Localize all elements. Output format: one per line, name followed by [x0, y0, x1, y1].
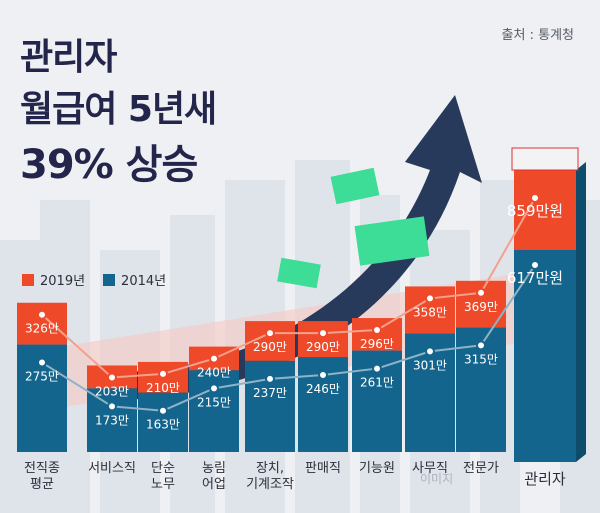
point-2019-5 — [318, 328, 328, 339]
series-line-2019 — [41, 197, 536, 379]
tick-label-4-0: 장치, — [256, 461, 284, 476]
data-label-2014-1: 173만 — [95, 413, 129, 427]
point-2014-9 — [530, 260, 540, 270]
bar-2019-0 — [17, 302, 67, 345]
point-2014-5 — [318, 370, 328, 381]
data-label-2019-2: 210만 — [146, 381, 180, 395]
point-2019-0 — [37, 309, 47, 320]
point-2014-1 — [107, 401, 117, 412]
data-label-2014-6: 261만 — [360, 376, 394, 390]
data-label-2019-0: 326만 — [25, 322, 59, 336]
tick-label-0-0: 전직종 — [24, 461, 60, 476]
data-label-2014-9: 617만원 — [507, 269, 563, 287]
data-label-2014-3: 215만 — [197, 395, 231, 409]
watermark: 이미지 — [420, 472, 454, 486]
point-2019-1 — [107, 372, 117, 383]
bar-2014-9 — [514, 250, 576, 462]
data-label-2019-9: 859만원 — [507, 202, 563, 220]
point-2019-4 — [265, 328, 275, 339]
legend-label-2014: 2014년 — [121, 274, 167, 289]
data-label-2014-7: 301만 — [413, 358, 447, 372]
tick-label-1-0: 서비스직 — [88, 461, 136, 476]
legend-label-2019: 2019년 — [40, 274, 86, 289]
data-label-2019-4: 290만 — [253, 340, 287, 354]
tick-label-8-0: 전문가 — [463, 461, 499, 476]
bar-2019-5 — [298, 321, 348, 358]
data-label-2019-6: 296만 — [360, 337, 394, 351]
data-label-2019-7: 358만 — [413, 305, 447, 319]
point-2019-7 — [425, 293, 435, 304]
series-line-2014 — [41, 264, 536, 412]
point-2019-9 — [530, 193, 540, 203]
point-2019-3 — [209, 353, 219, 364]
legend-swatch-2019 — [22, 273, 34, 286]
data-label-2019-3: 240만 — [197, 366, 231, 380]
tick-label-9-0: 관리자 — [524, 470, 566, 488]
data-label-2019-8: 369만 — [464, 300, 498, 314]
tick-label-6-0: 기능원 — [359, 461, 395, 476]
point-2019-8 — [476, 287, 486, 298]
data-label-2014-0: 275만 — [25, 370, 59, 384]
data-label-2014-5: 246만 — [306, 382, 340, 396]
money-bill-icon — [277, 167, 430, 289]
data-label-2019-1: 203만 — [95, 384, 129, 398]
tick-label-3-0: 농림 — [202, 461, 226, 476]
cash-stack-icon — [511, 147, 579, 171]
legend-swatch-2014 — [103, 273, 116, 286]
point-2014-0 — [37, 357, 47, 368]
tick-label-5-0: 판매직 — [305, 461, 341, 476]
point-2014-2 — [158, 405, 168, 416]
bar-2014-3 — [189, 370, 239, 452]
tick-label-2-0: 단순 — [151, 461, 175, 476]
bar-2014-1 — [87, 388, 137, 452]
point-2014-4 — [265, 373, 275, 384]
tick-label-3-1: 어업 — [202, 477, 226, 492]
legend-item-2014: 2014년 — [103, 270, 166, 289]
tick-label-7-0: 사무직 — [412, 461, 448, 476]
data-label-2019-5: 290만 — [306, 340, 340, 354]
legend: 2019년 2014년 — [22, 270, 166, 289]
point-2014-3 — [209, 383, 219, 394]
point-2014-8 — [476, 340, 486, 351]
tick-label-2-1: 노무 — [151, 477, 175, 492]
point-2019-2 — [158, 368, 168, 379]
bar-2019-9 — [514, 170, 576, 250]
point-2014-7 — [425, 346, 435, 357]
source-note: 출처 : 통계청 — [501, 28, 574, 43]
title-line-2: 월급여 5년새 — [20, 89, 217, 130]
legend-item-2019: 2019년 — [22, 270, 85, 289]
data-label-2014-2: 163만 — [146, 418, 180, 432]
data-label-2014-4: 237만 — [253, 386, 287, 400]
point-2014-6 — [372, 363, 382, 374]
tick-label-0-1: 평균 — [30, 477, 54, 492]
title-line-3: 39% 상승 — [20, 142, 198, 188]
point-2019-6 — [372, 325, 382, 336]
tick-label-4-1: 기계조작 — [246, 477, 294, 492]
title-line-1: 관리자 — [20, 37, 117, 78]
data-label-2014-8: 315만 — [464, 352, 498, 366]
bar-side-9 — [576, 162, 586, 462]
